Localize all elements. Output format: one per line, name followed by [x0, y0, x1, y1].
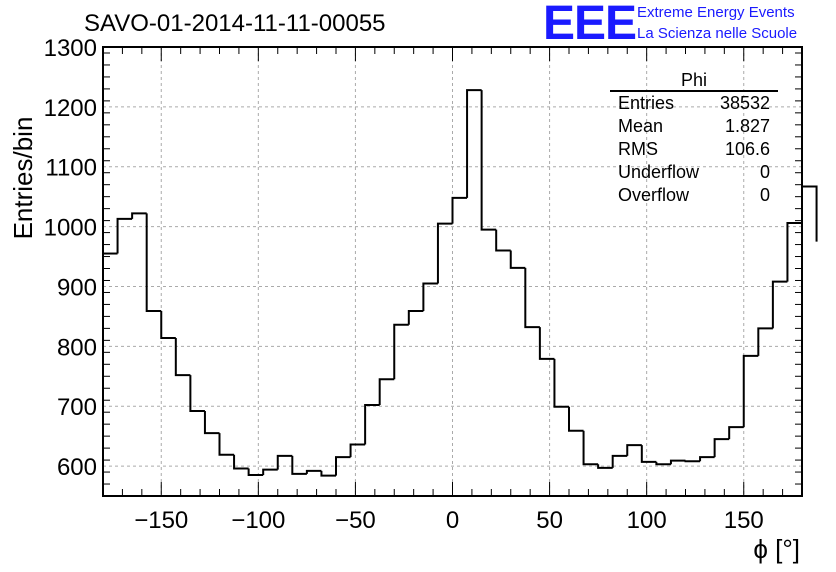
y-tick-label: 900	[57, 274, 97, 301]
histogram-bin	[422, 282, 438, 312]
histogram-bin	[699, 456, 715, 462]
histogram-bin	[291, 455, 307, 475]
x-tick-label: −150	[134, 507, 188, 534]
histogram-bin	[742, 354, 759, 428]
histogram-bin	[611, 454, 628, 468]
histogram-bin	[495, 229, 511, 252]
y-tick-label: 1200	[44, 95, 97, 122]
y-tick-label: 600	[57, 454, 97, 481]
histogram-bin	[669, 459, 686, 465]
histogram-bin	[771, 280, 788, 329]
stats-value: 0	[759, 162, 770, 182]
histogram-bin	[189, 375, 205, 412]
stats-value: 38532	[719, 93, 770, 113]
histogram-bin	[597, 464, 613, 469]
histogram-series	[103, 89, 818, 477]
histogram-bin	[378, 378, 395, 406]
y-tick-label: 800	[57, 334, 97, 361]
histogram-bin	[757, 327, 773, 356]
histogram-bin	[218, 433, 235, 456]
x-tick-label: 150	[724, 507, 764, 534]
histogram-bin	[568, 406, 584, 432]
histogram-bin	[262, 468, 278, 476]
stats-row-rms: RMS 106.6	[610, 138, 778, 161]
stats-box: Phi Entries 38532 Mean 1.827 RMS 106.6 U…	[610, 70, 778, 207]
stats-title: Phi	[610, 70, 778, 92]
histogram-bin	[407, 310, 424, 325]
histogram-bin	[802, 185, 818, 242]
stats-row-entries: Entries 38532	[610, 92, 778, 115]
stats-row-underflow: Underflow 0	[610, 161, 778, 184]
histogram-bin	[305, 469, 322, 474]
histogram-bin	[786, 222, 802, 282]
histogram-bin	[553, 358, 569, 408]
histogram-bin	[131, 212, 147, 219]
histogram-bin	[524, 267, 540, 329]
histogram-bin	[480, 90, 497, 231]
stats-value: 1.827	[724, 116, 770, 136]
stats-label: RMS	[618, 139, 658, 159]
brand-line-1: Extreme Energy Events	[637, 4, 795, 21]
stats-label: Underflow	[618, 162, 700, 182]
histogram-bin	[174, 337, 191, 377]
histogram-bin	[116, 217, 133, 254]
eee-logo: EEE	[543, 0, 637, 50]
histogram-bin	[335, 456, 351, 476]
histogram-bin	[713, 438, 730, 458]
histogram-bin	[160, 311, 176, 339]
histogram-bin	[247, 468, 264, 477]
grid-lines	[103, 47, 802, 496]
histogram-bin	[320, 470, 336, 477]
histogram-bin	[684, 460, 701, 463]
x-axis: −150 −100 −50 0 50 100 150	[102, 47, 803, 534]
stats-row-overflow: Overflow 0	[610, 184, 778, 207]
stats-value: 106.6	[724, 139, 770, 159]
histogram-bin	[538, 327, 555, 360]
histogram-bin	[364, 404, 380, 445]
y-axis-label: Entries/bin	[8, 117, 38, 240]
histogram-bin	[582, 430, 599, 466]
x-tick-label: 50	[536, 507, 563, 534]
histogram-bin	[233, 454, 249, 470]
chart-title: SAVO-01-2014-11-11-00055	[84, 10, 386, 37]
stats-label: Overflow	[618, 185, 690, 205]
x-tick-label: −100	[231, 507, 285, 534]
histogram-bin	[349, 443, 366, 458]
x-tick-label: 0	[446, 507, 459, 534]
y-tick-label: 1300	[44, 35, 97, 62]
stats-row-mean: Mean 1.827	[610, 115, 778, 138]
x-tick-label: −50	[335, 507, 376, 534]
histogram-bin	[436, 222, 453, 284]
histogram-bin	[145, 213, 162, 313]
histogram-bin	[626, 444, 642, 456]
histogram-bin	[276, 454, 293, 470]
histogram-bin	[451, 196, 468, 224]
histogram-bin	[640, 445, 657, 463]
y-tick-label: 700	[57, 394, 97, 421]
x-axis-label: ϕ [°]	[753, 534, 800, 564]
histogram-bin	[393, 323, 409, 380]
x-tick-label: 100	[627, 507, 667, 534]
stats-label: Mean	[618, 116, 664, 136]
histogram-bin	[203, 410, 220, 435]
histogram-bin	[655, 461, 671, 466]
histogram-bin	[509, 250, 526, 269]
histogram-bin	[728, 426, 744, 440]
stats-value: 0	[759, 185, 770, 205]
y-tick-label: 1100	[45, 155, 97, 182]
y-tick-label: 1000	[44, 215, 97, 242]
brand-line-2: La Scienza nelle Scuole	[637, 25, 798, 42]
histogram-bin	[466, 89, 482, 198]
stats-label: Entries	[618, 93, 675, 113]
y-axis: 600 700 800 900 1000 1100 1200 1300	[44, 35, 802, 497]
